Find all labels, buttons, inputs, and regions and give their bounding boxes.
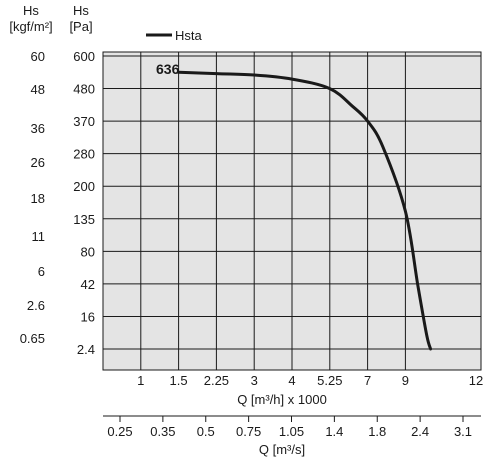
tick-label-pa: 42 [81, 277, 95, 292]
tick-label-x: 1 [137, 373, 144, 388]
tick-label-pa: 280 [73, 147, 95, 162]
legend-label: Hsta [175, 28, 203, 43]
tick-label-x2: 1.05 [279, 424, 304, 439]
tick-label-x2: 0.25 [107, 424, 132, 439]
tick-labels-x-m3h: 1 1.5 2.25 3 4 5.25 7 9 12 [137, 373, 483, 388]
tick-label-kgf: 6 [38, 264, 45, 279]
series-line-hsta [177, 70, 433, 351]
plot-border [102, 51, 482, 371]
tick-labels-pa: 600 480 370 280 200 135 80 42 16 2.4 [73, 49, 95, 357]
tick-label-kgf: 18 [31, 191, 45, 206]
tick-label-kgf: 26 [31, 155, 45, 170]
tick-label-x: 4 [288, 373, 295, 388]
axis-kgf-name: Hs [23, 3, 39, 18]
tick-label-pa: 600 [73, 49, 95, 64]
tick-label-x2: 1.8 [368, 424, 386, 439]
tick-label-x2: 3.1 [454, 424, 472, 439]
tick-label-x2: 2.4 [411, 424, 429, 439]
tick-label-pa: 80 [81, 244, 95, 259]
tick-label-x: 9 [402, 373, 409, 388]
axis-pa-name: Hs [73, 3, 89, 18]
tick-label-kgf: 36 [31, 121, 45, 136]
tick-label-x: 1.5 [170, 373, 188, 388]
secondary-axis-ticks [119, 416, 464, 422]
axis-kgf-unit: [kgf/m²] [9, 19, 52, 34]
tick-label-pa: 2.4 [77, 342, 95, 357]
tick-label-kgf: 60 [31, 49, 45, 64]
tick-label-x2: 1.4 [325, 424, 343, 439]
x-axis-label: Q [m³/h] x 1000 [237, 392, 327, 407]
tick-label-x: 2.25 [204, 373, 229, 388]
tick-label-kgf: 0.65 [20, 331, 45, 346]
tick-label-kgf: 2.6 [27, 298, 45, 313]
legend: Hsta [146, 28, 203, 43]
tick-labels-kgf: 60 48 36 26 18 11 6 2.6 0.65 [20, 49, 45, 346]
grid-lines [102, 51, 482, 371]
tick-label-kgf: 48 [31, 82, 45, 97]
tick-labels-x-m3s: 0.25 0.35 0.5 0.75 1.05 1.4 1.8 2.4 3.1 [107, 424, 472, 439]
secondary-x-axis-label: Q [m³/s] [259, 442, 305, 457]
tick-label-x: 12 [469, 373, 483, 388]
tick-label-x2: 0.35 [150, 424, 175, 439]
tick-label-x2: 0.75 [236, 424, 261, 439]
tick-label-x: 7 [364, 373, 371, 388]
tick-label-x2: 0.5 [197, 424, 215, 439]
tick-label-pa: 370 [73, 114, 95, 129]
tick-label-pa: 480 [73, 82, 95, 97]
tick-label-x: 3 [251, 373, 258, 388]
tick-label-x: 5.25 [317, 373, 342, 388]
tick-label-pa: 200 [73, 179, 95, 194]
tick-label-pa: 16 [81, 309, 95, 324]
axis-pa-unit: [Pa] [69, 19, 92, 34]
tick-label-pa: 135 [73, 212, 95, 227]
axis-headers: Hs [kgf/m²] Hs [Pa] [9, 3, 92, 34]
tick-label-kgf: 11 [32, 229, 46, 244]
series-annotation: 636 [156, 61, 180, 77]
